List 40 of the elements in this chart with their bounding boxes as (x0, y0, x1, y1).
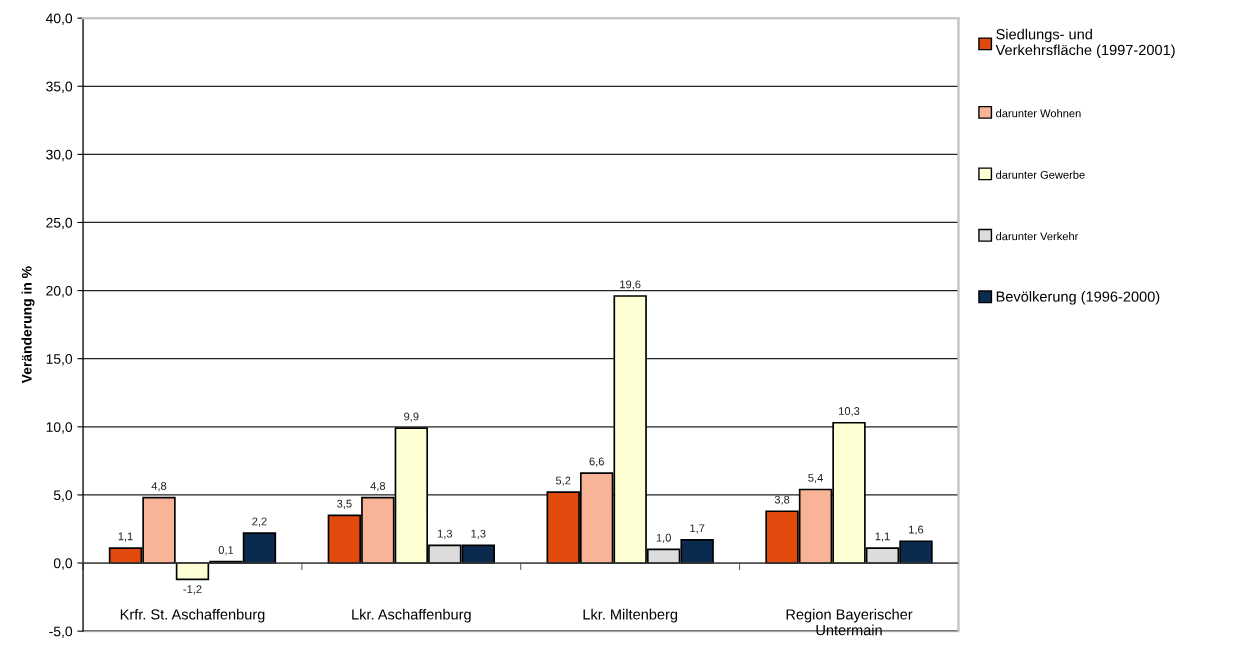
data-label: 1,7 (690, 524, 705, 534)
legend-label: darunter Wohnen (996, 109, 1081, 118)
legend-label: darunter Gewerbe (996, 170, 1085, 179)
y-tick-label: 10,0 (46, 422, 73, 434)
data-label: 1,3 (437, 529, 453, 539)
data-label: 1,3 (471, 529, 486, 539)
data-label: 3,8 (774, 495, 790, 505)
data-label: 4,8 (151, 482, 167, 492)
x-tick-label: Krfr. St. Aschaffenburg (120, 608, 265, 623)
data-label: 10,3 (839, 407, 860, 417)
legend-label: Siedlungs- und Verkehrsfläche (1997-2001) (995, 28, 1175, 58)
data-label: 6,6 (589, 457, 604, 467)
data-label: 4,8 (370, 482, 386, 492)
data-label: 3,5 (337, 499, 352, 509)
data-label: -1,2 (183, 585, 202, 595)
y-axis-title: Veränderung in % (21, 266, 35, 384)
data-label: 5,4 (808, 473, 823, 484)
legend-label: darunter Verkehr (996, 232, 1079, 241)
x-tick-label: Region Bayerischer Untermain (786, 608, 913, 636)
y-tick-label: 0,0 (53, 558, 73, 570)
data-label: 1,1 (118, 532, 133, 542)
y-tick-label: 20,0 (46, 285, 73, 298)
legend-label: Bevölkerung (1996-2000) (996, 291, 1160, 305)
y-tick-label: 5,0 (53, 490, 73, 502)
data-label: 1,6 (909, 525, 924, 535)
y-tick-label: 40,0 (45, 13, 73, 25)
data-label: 19,6 (620, 280, 641, 290)
y-tick-label: 30,0 (46, 149, 73, 162)
data-label: 5,2 (555, 476, 571, 486)
y-tick-label: 25,0 (46, 217, 73, 230)
data-label: 0,1 (218, 546, 234, 556)
data-label: 2,2 (252, 517, 267, 527)
x-tick-label: Lkr. Aschaffenburg (352, 608, 471, 623)
data-label: 9,9 (404, 412, 419, 422)
x-tick-label: Lkr. Miltenberg (583, 608, 678, 623)
y-tick-label: -5,0 (49, 626, 73, 638)
data-label: 1,0 (656, 533, 671, 543)
data-label: 1,1 (875, 532, 890, 542)
y-tick-label: 35,0 (46, 81, 73, 94)
y-tick-label: 15,0 (46, 354, 73, 366)
